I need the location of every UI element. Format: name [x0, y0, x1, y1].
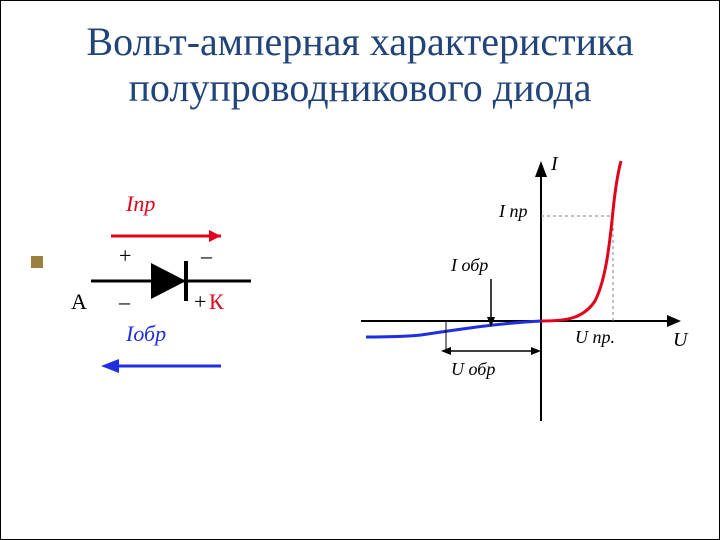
label-i-fwd: Iпр [126, 191, 155, 217]
label-anode: А [71, 289, 87, 315]
dashed-guides [541, 216, 613, 321]
label-i-fwd-curve: I пр [499, 201, 528, 222]
bullet-icon [31, 256, 43, 268]
slide-title: Вольт-амперная характеристика полупровод… [31, 19, 689, 111]
axis-label-i: I [551, 153, 558, 176]
diode-symbol-figure: Iпр + – А – + К Iобр [31, 191, 291, 406]
label-i-rev: Iобр [126, 321, 166, 347]
iv-curve-svg [351, 151, 691, 431]
diode-symbol-svg [31, 191, 291, 401]
forward-arrow [111, 230, 221, 242]
axes [361, 161, 681, 421]
label-u-rev-curve: U обр [451, 359, 495, 380]
iv-curve-figure: I U I пр U пр. I обр U обр [351, 151, 691, 436]
reverse-arrow [101, 359, 221, 373]
reverse-curve [366, 321, 541, 337]
label-minus-top: – [201, 243, 212, 269]
label-cathode: К [209, 289, 224, 315]
title-line-2: полупроводникового диода [31, 65, 689, 111]
label-u-fwd-curve: U пр. [575, 327, 615, 348]
i-rev-callout [487, 279, 495, 327]
label-plus-bot: + [194, 289, 206, 315]
axis-label-u: U [673, 329, 687, 352]
label-minus-bot: – [119, 289, 130, 315]
slide-frame: Вольт-амперная характеристика полупровод… [0, 0, 720, 540]
title-line-1: Вольт-амперная характеристика [31, 19, 689, 65]
forward-curve [541, 161, 621, 321]
label-i-rev-curve: I обр [451, 255, 488, 276]
diode-symbol [91, 261, 251, 301]
label-plus-top: + [119, 243, 131, 269]
